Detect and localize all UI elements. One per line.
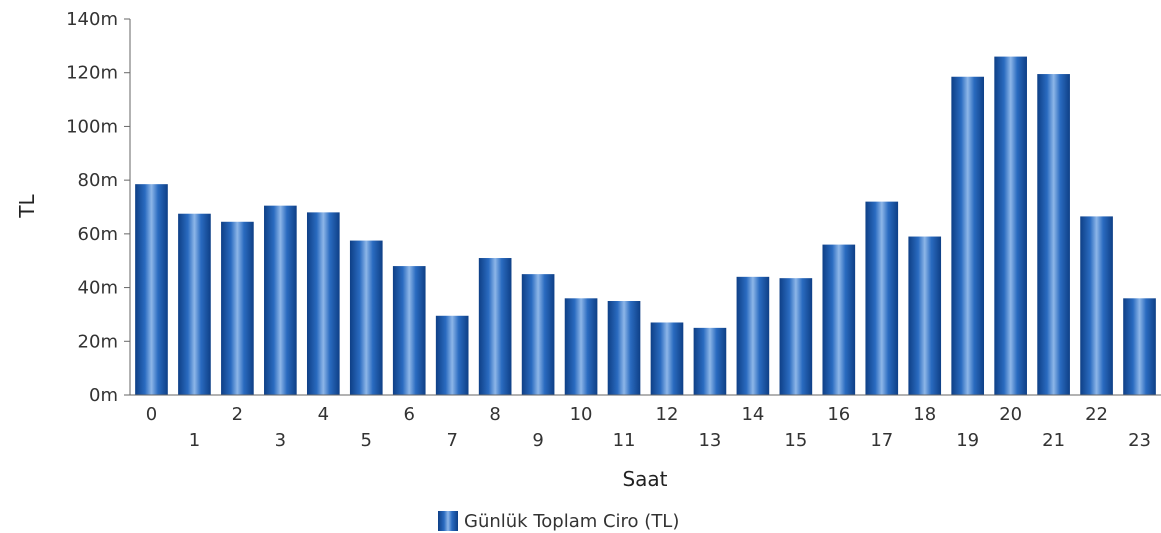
bar-hour-8 bbox=[478, 258, 512, 395]
x-tick-label: 21 bbox=[1042, 430, 1065, 451]
bar-hour-10 bbox=[564, 298, 598, 395]
y-axis-title: TL bbox=[15, 193, 39, 218]
x-tick-label: 8 bbox=[489, 404, 500, 425]
bar-hour-2 bbox=[221, 221, 254, 395]
x-tick-label: 11 bbox=[613, 430, 636, 451]
bar-hour-18 bbox=[908, 236, 942, 395]
x-tick-label: 17 bbox=[870, 430, 893, 451]
y-tick-label: 100m bbox=[66, 116, 118, 137]
x-tick-label: 16 bbox=[827, 404, 850, 425]
x-tick-label: 4 bbox=[318, 404, 329, 425]
y-tick-label: 20m bbox=[78, 331, 118, 352]
bar-hour-20 bbox=[994, 56, 1027, 395]
y-tick-label: 120m bbox=[66, 63, 118, 84]
x-tick-label: 2 bbox=[232, 404, 243, 425]
x-tick-label: 3 bbox=[275, 430, 286, 451]
x-tick-label: 18 bbox=[913, 404, 936, 425]
legend-swatch bbox=[438, 511, 458, 531]
legend: Günlük Toplam Ciro (TL) bbox=[438, 510, 679, 532]
bar-hour-22 bbox=[1080, 216, 1113, 395]
x-tick-label: 5 bbox=[361, 430, 372, 451]
bar-hour-11 bbox=[607, 301, 641, 395]
y-tick-label: 80m bbox=[78, 170, 118, 191]
x-tick-label: 13 bbox=[698, 430, 721, 451]
x-tick-label: 12 bbox=[656, 404, 679, 425]
bar-hour-14 bbox=[736, 276, 770, 395]
bar-hour-0 bbox=[135, 184, 168, 395]
bar-hour-21 bbox=[1037, 74, 1070, 396]
bar-hour-7 bbox=[435, 315, 469, 395]
x-tick-label: 23 bbox=[1128, 430, 1151, 451]
x-tick-label: 15 bbox=[784, 430, 807, 451]
bars bbox=[135, 56, 1156, 396]
x-tick-label: 9 bbox=[532, 430, 543, 451]
bar-hour-13 bbox=[693, 327, 727, 395]
x-axis-title: Saat bbox=[622, 467, 667, 491]
x-tick-label: 1 bbox=[189, 430, 200, 451]
bar-hour-19 bbox=[951, 76, 985, 395]
y-tick-label: 140m bbox=[66, 9, 118, 30]
y-tick-label: 60m bbox=[78, 224, 118, 245]
x-tick-label: 14 bbox=[741, 404, 764, 425]
bar-hour-16 bbox=[822, 244, 856, 395]
bar-hour-15 bbox=[779, 278, 813, 395]
bar-hour-5 bbox=[349, 240, 383, 395]
x-tick-label: 0 bbox=[146, 404, 157, 425]
x-tick-label: 7 bbox=[446, 430, 457, 451]
x-tick-label: 22 bbox=[1085, 404, 1108, 425]
x-tick-label: 20 bbox=[999, 404, 1022, 425]
bar-hour-9 bbox=[521, 274, 555, 395]
y-axis-ticks: 0m 20m 40m 60m 80m 100m 120m 140m bbox=[66, 9, 130, 406]
bar-hour-12 bbox=[650, 322, 684, 395]
x-tick-label: 19 bbox=[956, 430, 979, 451]
bar-hour-1 bbox=[178, 213, 211, 395]
y-tick-label: 40m bbox=[78, 278, 118, 299]
bar-hour-23 bbox=[1123, 298, 1156, 395]
bar-hour-4 bbox=[306, 212, 340, 395]
legend-label: Günlük Toplam Ciro (TL) bbox=[464, 510, 680, 532]
x-tick-label: 10 bbox=[570, 404, 593, 425]
bar-hour-17 bbox=[865, 201, 899, 395]
bar-hour-3 bbox=[264, 205, 297, 395]
bar-hour-6 bbox=[392, 266, 426, 395]
y-tick-label: 0m bbox=[89, 385, 118, 406]
x-tick-label: 6 bbox=[404, 404, 415, 425]
